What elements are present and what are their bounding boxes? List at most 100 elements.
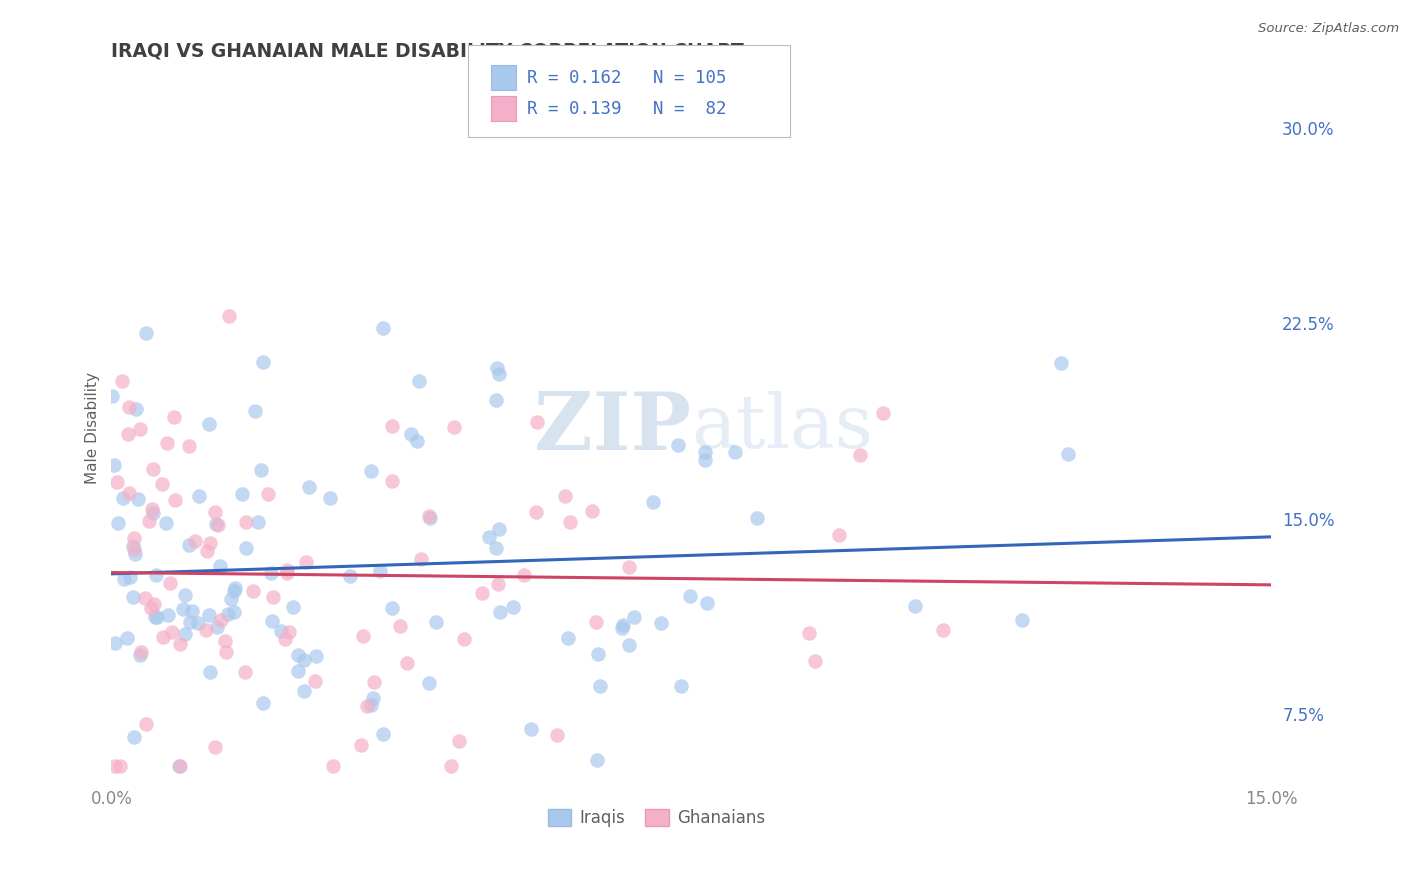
Point [368,564,391,578]
Text: ZIP: ZIP [534,389,692,467]
Point [679,589,702,603]
Point [804,654,827,668]
Point [588,647,610,661]
Point [252,354,274,368]
Point [557,632,579,646]
Point [408,374,430,388]
Point [405,434,427,448]
Point [363,675,385,690]
Point [470,586,492,600]
Point [270,624,292,639]
Point [134,591,156,606]
Point [121,539,143,553]
Point [589,679,612,693]
Point [184,534,207,549]
Point [440,759,463,773]
Point [188,489,211,503]
Point [617,638,640,652]
Point [104,759,127,773]
Point [903,599,925,613]
Point [207,518,229,533]
Point [322,759,344,773]
Point [105,475,128,490]
Point [447,733,470,747]
Point [260,614,283,628]
Point [124,547,146,561]
Point [797,625,820,640]
Point [319,491,342,505]
Point [246,515,269,529]
Point [696,596,718,610]
Point [122,730,145,744]
Point [122,541,145,556]
Point [155,516,177,530]
Point [187,616,209,631]
Point [488,522,510,536]
Point [418,676,440,690]
Point [287,665,309,679]
Point [273,632,295,646]
Point [195,623,218,637]
Point [172,602,194,616]
Point [381,474,404,488]
Point [389,618,412,632]
Point [231,487,253,501]
Y-axis label: Male Disability: Male Disability [86,372,100,483]
Point [160,625,183,640]
Point [159,576,181,591]
Point [145,610,167,624]
Point [443,420,465,434]
Point [304,673,326,688]
Point [693,453,716,467]
Point [260,566,283,580]
Point [526,415,548,429]
Point [373,321,395,335]
Point [180,604,202,618]
Point [198,535,221,549]
Point [128,422,150,436]
Point [114,572,136,586]
Point [112,491,135,505]
Point [101,389,124,403]
Point [352,629,374,643]
Point [395,656,418,670]
Point [418,508,440,523]
Point [146,610,169,624]
Point [217,607,239,622]
Text: R = 0.162   N = 105: R = 0.162 N = 105 [527,69,727,87]
Point [135,717,157,731]
Point [361,691,384,706]
Point [219,591,242,606]
Point [425,615,447,629]
Point [122,590,145,604]
Point [179,615,201,629]
Point [141,502,163,516]
Point [242,583,264,598]
Point [585,615,607,629]
Point [558,516,581,530]
Point [520,722,543,736]
Point [142,461,165,475]
Point [610,621,633,635]
Point [209,613,232,627]
Point [287,648,309,662]
Point [399,426,422,441]
Point [169,637,191,651]
Point [224,605,246,619]
Legend: Iraqis, Ghanaians: Iraqis, Ghanaians [541,802,772,834]
Point [129,648,152,663]
Point [118,485,141,500]
Point [103,636,125,650]
Point [163,409,186,424]
Point [586,753,609,767]
Point [198,608,221,623]
Point [488,368,510,382]
Text: Source: ZipAtlas.com: Source: ZipAtlas.com [1258,22,1399,36]
Point [276,563,298,577]
Point [179,440,201,454]
Point [1050,356,1073,370]
Point [103,458,125,473]
Point [486,577,509,591]
Point [360,464,382,478]
Point [276,566,298,581]
